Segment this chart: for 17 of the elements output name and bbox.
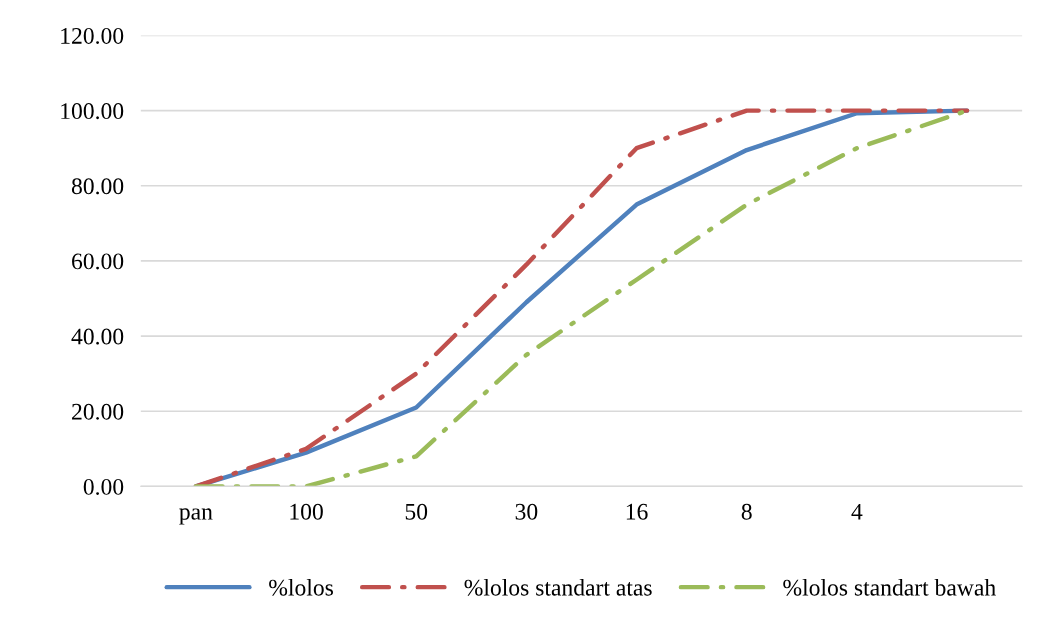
y-tick-label: 20.00 bbox=[72, 403, 124, 420]
y-tick-label: 120.00 bbox=[61, 27, 124, 44]
y-tick-label: 100.00 bbox=[61, 103, 124, 120]
x-tick-label: 100 bbox=[290, 503, 323, 520]
y-tick-label: 60.00 bbox=[72, 253, 124, 270]
y-tick-label: 80.00 bbox=[71, 178, 124, 195]
x-tick-label: 30 bbox=[515, 503, 538, 520]
x-tick-label: 16 bbox=[626, 503, 648, 520]
y-tick-label: 0.00 bbox=[83, 478, 124, 495]
legend-label: %lolos standart atas bbox=[464, 579, 652, 596]
legend-label: %lolos standart bawah bbox=[783, 579, 996, 596]
x-tick-label: 4 bbox=[851, 503, 863, 520]
y-tick-label: 40.00 bbox=[71, 328, 124, 345]
x-tick-label: pan bbox=[179, 508, 213, 525]
x-tick-label: 50 bbox=[405, 503, 428, 520]
x-tick-label: 8 bbox=[741, 503, 752, 520]
legend-label: %lolos bbox=[269, 579, 334, 596]
